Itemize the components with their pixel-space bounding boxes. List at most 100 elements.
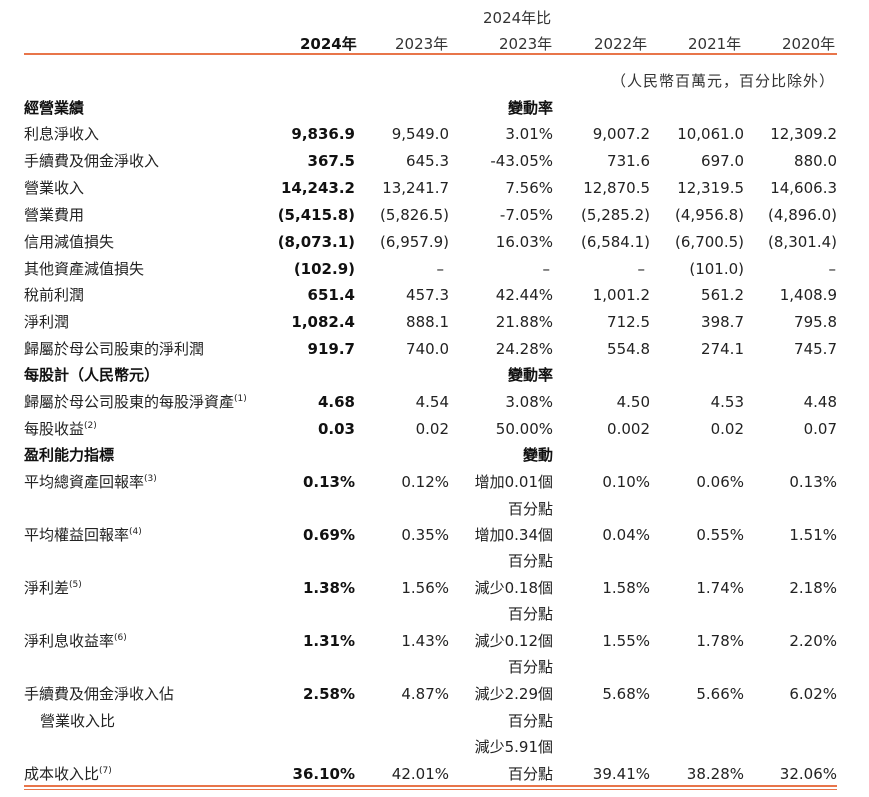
value-2023: 4.54 xyxy=(415,393,449,411)
section-title: 盈利能力指標 xyxy=(24,446,115,464)
bottom-rule-secondary xyxy=(24,789,837,790)
row-label: 平均權益回報率(4) xyxy=(24,526,142,544)
bottom-rule xyxy=(24,785,837,787)
value-2022: 712.5 xyxy=(607,313,650,331)
value-2024: 0.03 xyxy=(317,420,355,438)
value-2022: 4.50 xyxy=(616,393,650,411)
value-2022: 0.04% xyxy=(602,526,650,544)
value-change-continued: 百分點 xyxy=(507,500,553,518)
value-2022: 554.8 xyxy=(607,340,650,358)
section-header-operating: 經營業績 變動率 xyxy=(0,96,869,120)
value-change: 21.88% xyxy=(495,313,553,331)
table-row: 平均權益回報率(4) 0.69% 0.35% 增加0.34個 0.04% 0.5… xyxy=(0,523,869,547)
table-row: 手續費及佣金淨收入佔 2.58% 4.87% 減少2.29個 5.68% 5.6… xyxy=(0,682,869,706)
value-2021: 0.55% xyxy=(696,526,744,544)
value-2024: 36.10% xyxy=(292,765,355,783)
change-header: 變動 xyxy=(522,446,553,464)
header-compare-line2: 2023年 xyxy=(499,35,553,53)
table-row: 營業收入 14,243.2 13,241.7 7.56% 12,870.5 12… xyxy=(0,176,869,200)
table-row: 成本收入比(7) 36.10% 42.01% 百分點 39.41% 38.28%… xyxy=(0,762,869,786)
value-2021: 5.66% xyxy=(696,685,744,703)
table-row: 利息淨收入 9,836.9 9,549.0 3.01% 9,007.2 10,0… xyxy=(0,122,869,146)
value-change-continued: 百分點 xyxy=(507,552,553,570)
section-title: 經營業績 xyxy=(24,99,85,117)
value-2022: (5,285.2) xyxy=(581,206,650,224)
value-change: 增加0.34個 xyxy=(474,526,553,544)
change-header: 變動率 xyxy=(507,99,553,117)
value-2021: 38.28% xyxy=(686,765,744,783)
value-change: – xyxy=(542,260,551,278)
value-2020: 12,309.2 xyxy=(770,125,837,143)
table-row-continuation: 營業收入比 百分點 xyxy=(0,709,869,733)
value-change: 減少5.91個 xyxy=(474,738,553,756)
value-2021: 10,061.0 xyxy=(677,125,744,143)
value-2022: 0.10% xyxy=(602,473,650,491)
table-row-continuation: 百分點 xyxy=(0,602,869,626)
value-change: 42.44% xyxy=(495,286,553,304)
value-2020: 14,606.3 xyxy=(770,179,837,197)
value-2022: (6,584.1) xyxy=(581,233,650,251)
row-label: 淨利差(5) xyxy=(24,579,82,597)
header-2024: 2024年 xyxy=(300,35,357,53)
header-2022: 2022年 xyxy=(594,35,648,53)
value-2022: – xyxy=(637,260,646,278)
value-2024: 1.38% xyxy=(302,579,355,597)
row-label: 歸屬於母公司股東的淨利潤 xyxy=(24,340,205,358)
section-title: 每股計（人民幣元） xyxy=(24,366,160,384)
row-label: 歸屬於母公司股東的每股淨資產(1) xyxy=(24,393,247,411)
footnote-ref: (1) xyxy=(234,394,247,404)
value-change: 減少2.29個 xyxy=(474,685,553,703)
value-2021: (101.0) xyxy=(689,260,744,278)
value-2020: 2.20% xyxy=(789,632,837,650)
value-2022: 1.58% xyxy=(602,579,650,597)
table-row: 平均總資產回報率(3) 0.13% 0.12% 增加0.01個 0.10% 0.… xyxy=(0,470,869,494)
value-change: -43.05% xyxy=(490,152,553,170)
table-row: 淨利差(5) 1.38% 1.56% 減少0.18個 1.58% 1.74% 2… xyxy=(0,576,869,600)
value-2021: (4,956.8) xyxy=(675,206,744,224)
header-2021: 2021年 xyxy=(688,35,742,53)
row-label: 手續費及佣金淨收入佔 xyxy=(24,685,175,703)
table-row: 信用減值損失 (8,073.1) (6,957.9) 16.03% (6,584… xyxy=(0,230,869,254)
value-2020: 1.51% xyxy=(789,526,837,544)
value-change: 增加0.01個 xyxy=(474,473,553,491)
value-2024: 367.5 xyxy=(307,152,355,170)
value-change: 3.01% xyxy=(505,125,553,143)
table-row: 稅前利潤 651.4 457.3 42.44% 1,001.2 561.2 1,… xyxy=(0,283,869,307)
footnote-ref: (5) xyxy=(69,580,82,590)
value-2020: (4,896.0) xyxy=(768,206,837,224)
value-2021: (6,700.5) xyxy=(675,233,744,251)
section-header-profitability: 盈利能力指標 變動 xyxy=(0,443,869,467)
value-2024: 919.7 xyxy=(307,340,355,358)
value-2021: 4.53 xyxy=(710,393,744,411)
header-compare-line1: 2024年比 xyxy=(483,9,552,27)
value-2022: 1.55% xyxy=(602,632,650,650)
value-2023: 645.3 xyxy=(406,152,449,170)
table-row: 其他資產減值損失 (102.9) – – – (101.0) – xyxy=(0,257,869,281)
value-2023: 457.3 xyxy=(406,286,449,304)
unit-note: （人民幣百萬元，百分比除外） xyxy=(610,72,835,90)
value-2020: 1,408.9 xyxy=(779,286,837,304)
value-2022: 12,870.5 xyxy=(583,179,650,197)
value-2020: 4.48 xyxy=(803,393,837,411)
row-label-continued: 營業收入比 xyxy=(40,712,116,730)
header-rule xyxy=(24,53,837,55)
value-2020: – xyxy=(828,260,837,278)
table-row-continuation: 百分點 xyxy=(0,655,869,679)
value-2020: 795.8 xyxy=(794,313,837,331)
value-2021: 561.2 xyxy=(701,286,744,304)
table-row-continuation: 百分點 xyxy=(0,497,869,521)
row-label: 手續費及佣金淨收入 xyxy=(24,152,160,170)
value-2023: 0.02 xyxy=(415,420,449,438)
value-2023: 0.12% xyxy=(401,473,449,491)
value-2021: 0.02 xyxy=(710,420,744,438)
value-change: 3.08% xyxy=(505,393,553,411)
value-2023: 13,241.7 xyxy=(382,179,449,197)
value-change: -7.05% xyxy=(499,206,553,224)
table-row: 歸屬於母公司股東的每股淨資產(1) 4.68 4.54 3.08% 4.50 4… xyxy=(0,390,869,414)
table-row-pre: 減少5.91個 xyxy=(0,735,869,759)
value-change: 24.28% xyxy=(495,340,553,358)
footnote-ref: (3) xyxy=(144,474,157,484)
value-2020: 745.7 xyxy=(794,340,837,358)
table-row-continuation: 百分點 xyxy=(0,549,869,573)
